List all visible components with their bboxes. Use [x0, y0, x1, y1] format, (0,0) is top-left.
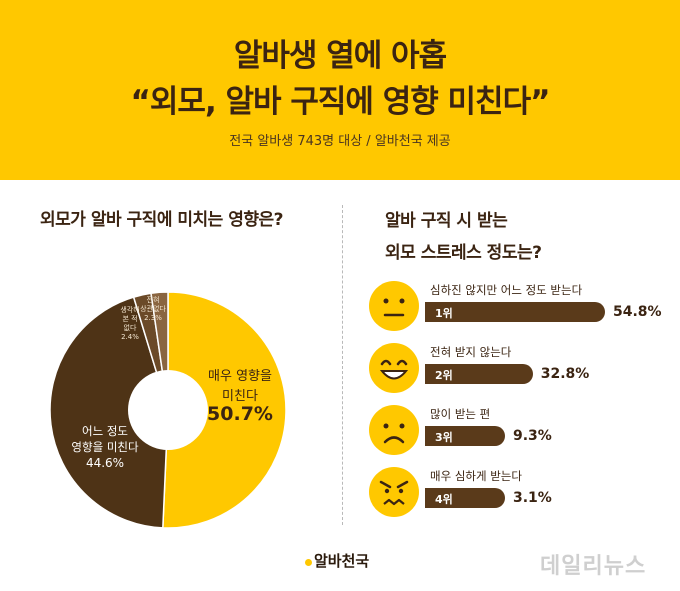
donut-hole	[128, 370, 208, 450]
slice-label-not-related: 전혀 상관없다 2.3%	[140, 295, 166, 322]
bar: 4위	[425, 488, 505, 508]
bar: 3위	[425, 426, 505, 446]
subtitle: 전국 알바생 743명 대상 / 알바천국 제공	[229, 134, 451, 149]
bar-rank-label: 1위	[435, 307, 453, 320]
title-line-1: 알바생 열에 아홉	[233, 38, 447, 74]
bar-category-label: 전혀 받지 않는다	[430, 345, 512, 359]
bar: 2위	[425, 364, 533, 384]
pie-chart-title: 외모가 알바 구직에 미치는 영향은?	[40, 210, 284, 230]
bar: 1위	[425, 302, 605, 322]
slice-somewhat	[49, 296, 169, 529]
slice-label-very: 매우 영향을 미친다 50.7%	[207, 369, 273, 425]
brand-logo: 알바천국	[305, 550, 369, 571]
logo-text: 알바천국	[314, 552, 370, 570]
bar-value-label: 9.3%	[513, 428, 552, 444]
slice-label-never-thought: 생각해 본 적 없다 2.4%	[120, 305, 139, 341]
bar-rank-label: 4위	[435, 493, 453, 506]
bar-value-label: 3.1%	[513, 490, 552, 506]
neutral-face-icon	[368, 280, 420, 332]
logo-dot-icon	[305, 559, 312, 566]
header-banner: 알바생 열에 아홉 “외모, 알바 구직에 영향 미친다” 전국 알바생 743…	[0, 0, 680, 180]
section-divider	[342, 205, 343, 525]
frowning-face-icon	[368, 404, 420, 456]
bar-category-label: 많이 받는 편	[430, 407, 491, 421]
bar-value-label: 54.8%	[613, 304, 662, 320]
bar-category-label: 심하진 않지만 어느 정도 받는다	[430, 283, 583, 297]
bar-value-label: 32.8%	[540, 366, 590, 382]
bar-row: 전혀 받지 않는다 2위 32.8%	[368, 342, 668, 402]
angry-face-icon	[368, 466, 420, 518]
slice-label-somewhat: 어느 정도 영향을 미친다 44.6%	[71, 424, 139, 470]
bar-row: 심하진 않지만 어느 정도 받는다 1위 54.8%	[368, 280, 668, 340]
bar-rank-label: 2위	[435, 369, 453, 382]
bar-category-label: 매우 심하게 받는다	[430, 469, 522, 483]
bar-row: 많이 받는 편 3위 9.3%	[368, 404, 668, 464]
grinning-face-icon	[368, 342, 420, 394]
bar-chart-title: 알바 구직 시 받는 외모 스트레스 정도는?	[385, 211, 542, 263]
title-line-2: “외모, 알바 구직에 영향 미친다”	[130, 84, 551, 120]
watermark: 데일리뉴스	[540, 554, 647, 579]
slice-very	[162, 291, 287, 529]
bar-row: 매우 심하게 받는다 4위 3.1%	[368, 466, 668, 526]
bar-rank-label: 3위	[435, 431, 453, 444]
